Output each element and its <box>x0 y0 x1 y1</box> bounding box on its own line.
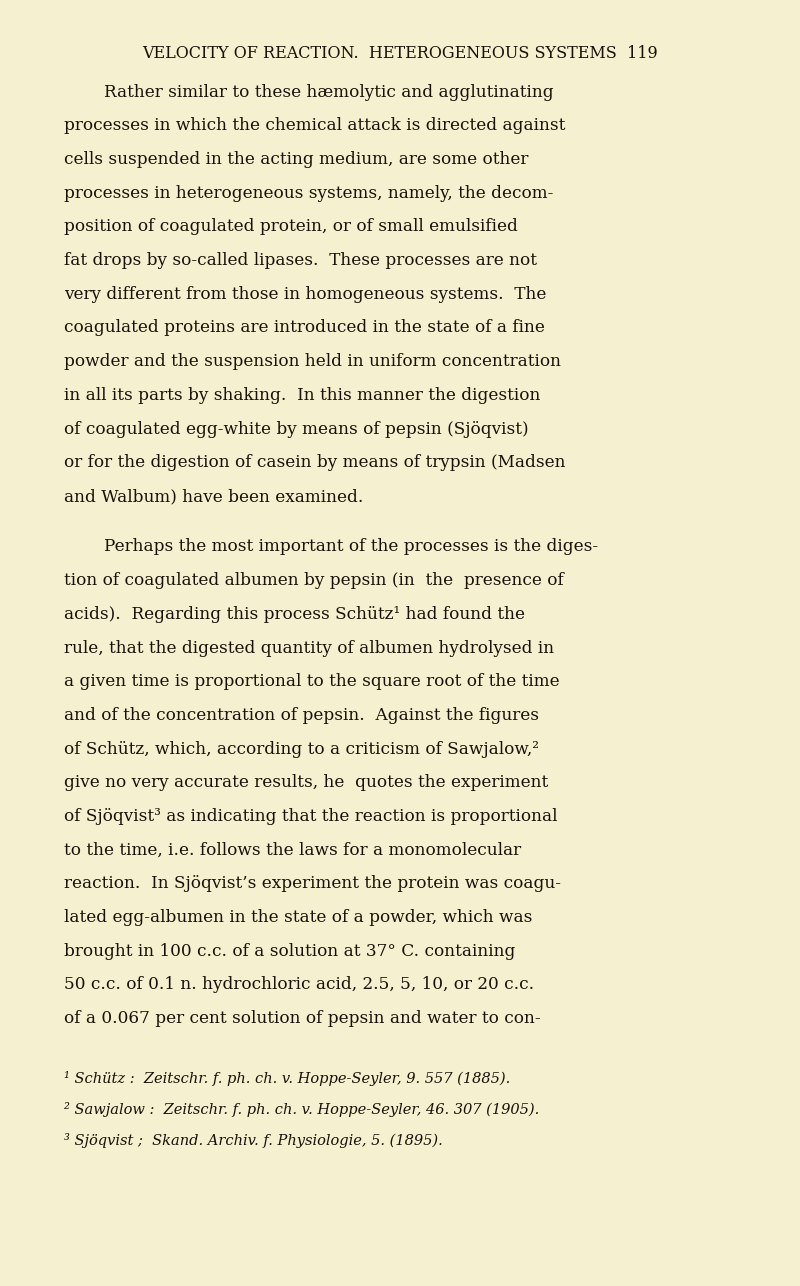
Text: VELOCITY OF REACTION.  HETEROGENEOUS SYSTEMS  119: VELOCITY OF REACTION. HETEROGENEOUS SYST… <box>142 45 658 62</box>
Text: reaction.  In Sjöqvist’s experiment the protein was coagu-: reaction. In Sjöqvist’s experiment the p… <box>64 876 561 892</box>
Text: acids).  Regarding this process Schütz¹ had found the: acids). Regarding this process Schütz¹ h… <box>64 606 525 622</box>
Text: ¹ Schütz :  Zeitschr. f. ph. ch. v. Hoppe-Seyler, 9. 557 (1885).: ¹ Schütz : Zeitschr. f. ph. ch. v. Hoppe… <box>64 1071 510 1085</box>
Text: of coagulated egg-white by means of pepsin (Sjöqvist): of coagulated egg-white by means of peps… <box>64 421 529 437</box>
Text: or for the digestion of casein by means of trypsin (Madsen: or for the digestion of casein by means … <box>64 454 566 471</box>
Text: give no very accurate results, he  quotes the experiment: give no very accurate results, he quotes… <box>64 774 548 791</box>
Text: of Schütz, which, according to a criticism of Sawjalow,²: of Schütz, which, according to a critici… <box>64 741 539 757</box>
Text: in all its parts by shaking.  In this manner the digestion: in all its parts by shaking. In this man… <box>64 387 540 404</box>
Text: of Sjöqvist³ as indicating that the reaction is proportional: of Sjöqvist³ as indicating that the reac… <box>64 808 558 826</box>
Text: fat drops by so-called lipases.  These processes are not: fat drops by so-called lipases. These pr… <box>64 252 537 269</box>
Text: Rather similar to these hæmolytic and agglutinating: Rather similar to these hæmolytic and ag… <box>104 84 554 100</box>
Text: and of the concentration of pepsin.  Against the figures: and of the concentration of pepsin. Agai… <box>64 707 539 724</box>
Text: 50 c.c. of 0.1 n. hydrochloric acid, 2.5, 5, 10, or 20 c.c.: 50 c.c. of 0.1 n. hydrochloric acid, 2.5… <box>64 976 534 994</box>
Text: a given time is proportional to the square root of the time: a given time is proportional to the squa… <box>64 674 560 691</box>
Text: to the time, i.e. follows the laws for a monomolecular: to the time, i.e. follows the laws for a… <box>64 841 521 859</box>
Text: very different from those in homogeneous systems.  The: very different from those in homogeneous… <box>64 285 546 302</box>
Text: tion of coagulated albumen by pepsin (in  the  presence of: tion of coagulated albumen by pepsin (in… <box>64 572 564 589</box>
Text: position of coagulated protein, or of small emulsified: position of coagulated protein, or of sm… <box>64 219 518 235</box>
Text: ³ Sjöqvist ;  Skand. Archiv. f. Physiologie, 5. (1895).: ³ Sjöqvist ; Skand. Archiv. f. Physiolog… <box>64 1133 442 1147</box>
Text: coagulated proteins are introduced in the state of a fine: coagulated proteins are introduced in th… <box>64 319 545 337</box>
Text: powder and the suspension held in uniform concentration: powder and the suspension held in unifor… <box>64 354 561 370</box>
Text: and Walbum) have been examined.: and Walbum) have been examined. <box>64 487 363 505</box>
Text: rule, that the digested quantity of albumen hydrolysed in: rule, that the digested quantity of albu… <box>64 639 554 657</box>
Text: Perhaps the most important of the processes is the diges-: Perhaps the most important of the proces… <box>104 539 598 556</box>
Text: of a 0.067 per cent solution of pepsin and water to con-: of a 0.067 per cent solution of pepsin a… <box>64 1011 541 1028</box>
Text: cells suspended in the acting medium, are some other: cells suspended in the acting medium, ar… <box>64 150 528 168</box>
Text: processes in heterogeneous systems, namely, the decom-: processes in heterogeneous systems, name… <box>64 185 554 202</box>
Text: brought in 100 c.c. of a solution at 37° C. containing: brought in 100 c.c. of a solution at 37°… <box>64 943 515 959</box>
Text: lated egg-albumen in the state of a powder, which was: lated egg-albumen in the state of a powd… <box>64 909 532 926</box>
Text: ² Sawjalow :  Zeitschr. f. ph. ch. v. Hoppe-Seyler, 46. 307 (1905).: ² Sawjalow : Zeitschr. f. ph. ch. v. Hop… <box>64 1102 539 1116</box>
Text: processes in which the chemical attack is directed against: processes in which the chemical attack i… <box>64 117 566 134</box>
